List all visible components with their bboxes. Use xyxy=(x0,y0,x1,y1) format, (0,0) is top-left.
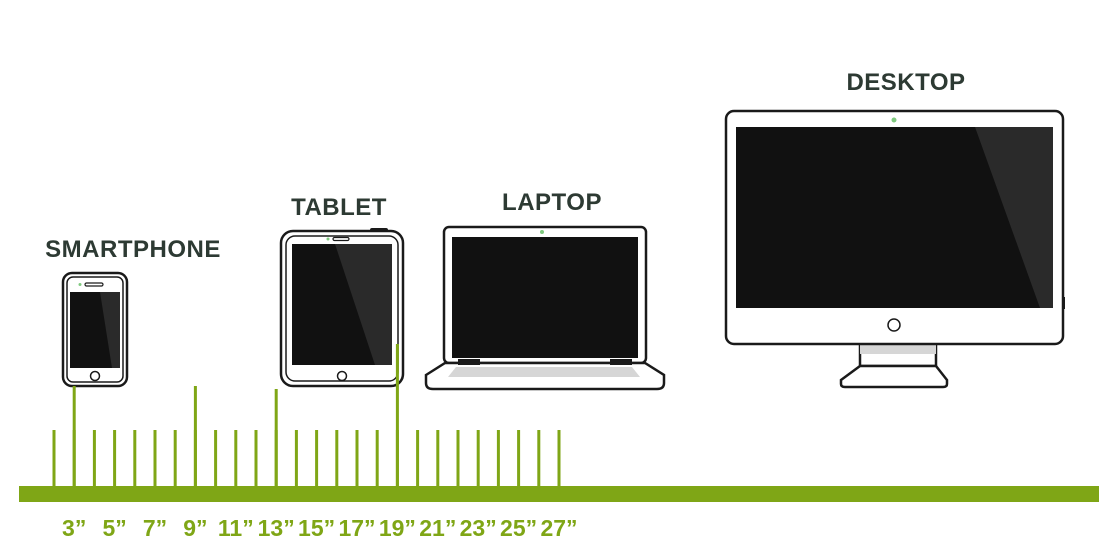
tick-label: 21” xyxy=(419,515,457,541)
tick-label: 3” xyxy=(62,515,87,541)
tablet-icon xyxy=(279,228,405,388)
tick-label: 5” xyxy=(102,515,127,541)
smartphone-icon xyxy=(61,271,129,388)
tick-label: 27” xyxy=(540,515,578,541)
scale-ticks xyxy=(52,430,561,488)
tick-label: 11” xyxy=(217,515,254,541)
device-connectors xyxy=(72,344,399,488)
desktop-icon xyxy=(724,109,1065,389)
tick-label: 25” xyxy=(500,515,538,541)
device-label-laptop: LAPTOP xyxy=(502,189,602,216)
device-label-smartphone: SMARTPHONE xyxy=(45,236,221,263)
tick-label: 9” xyxy=(183,515,208,541)
tick-label: 15” xyxy=(298,515,336,541)
tick-label: 17” xyxy=(338,515,376,541)
tick-label: 7” xyxy=(142,515,168,541)
tick-label: 23” xyxy=(459,515,497,541)
size-scale-bar xyxy=(19,486,1099,502)
device-label-tablet: TABLET xyxy=(291,194,387,221)
device-label-desktop: DESKTOP xyxy=(846,69,966,96)
laptop-icon xyxy=(424,225,666,391)
tick-label: 13” xyxy=(257,515,295,541)
tick-label: 19” xyxy=(378,515,416,541)
